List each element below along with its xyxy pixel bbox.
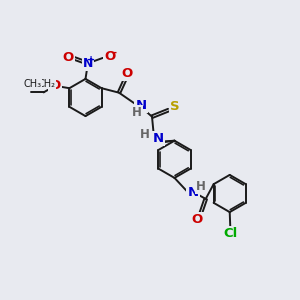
Text: -: - bbox=[113, 48, 117, 58]
Text: H: H bbox=[196, 180, 206, 193]
Text: N: N bbox=[83, 57, 93, 70]
Text: Cl: Cl bbox=[223, 226, 237, 240]
Text: +: + bbox=[87, 55, 96, 65]
Text: N: N bbox=[188, 185, 199, 199]
Text: O: O bbox=[50, 79, 61, 92]
Text: O: O bbox=[63, 51, 74, 64]
Text: O: O bbox=[192, 213, 203, 226]
Text: H: H bbox=[132, 106, 142, 119]
Text: S: S bbox=[170, 100, 179, 113]
Text: O: O bbox=[122, 67, 133, 80]
Text: N: N bbox=[135, 99, 146, 112]
Text: CH₃: CH₃ bbox=[23, 79, 42, 89]
Text: N: N bbox=[152, 132, 164, 146]
Text: CH₂: CH₂ bbox=[38, 79, 56, 89]
Text: O: O bbox=[104, 50, 115, 63]
Text: H: H bbox=[140, 128, 150, 141]
